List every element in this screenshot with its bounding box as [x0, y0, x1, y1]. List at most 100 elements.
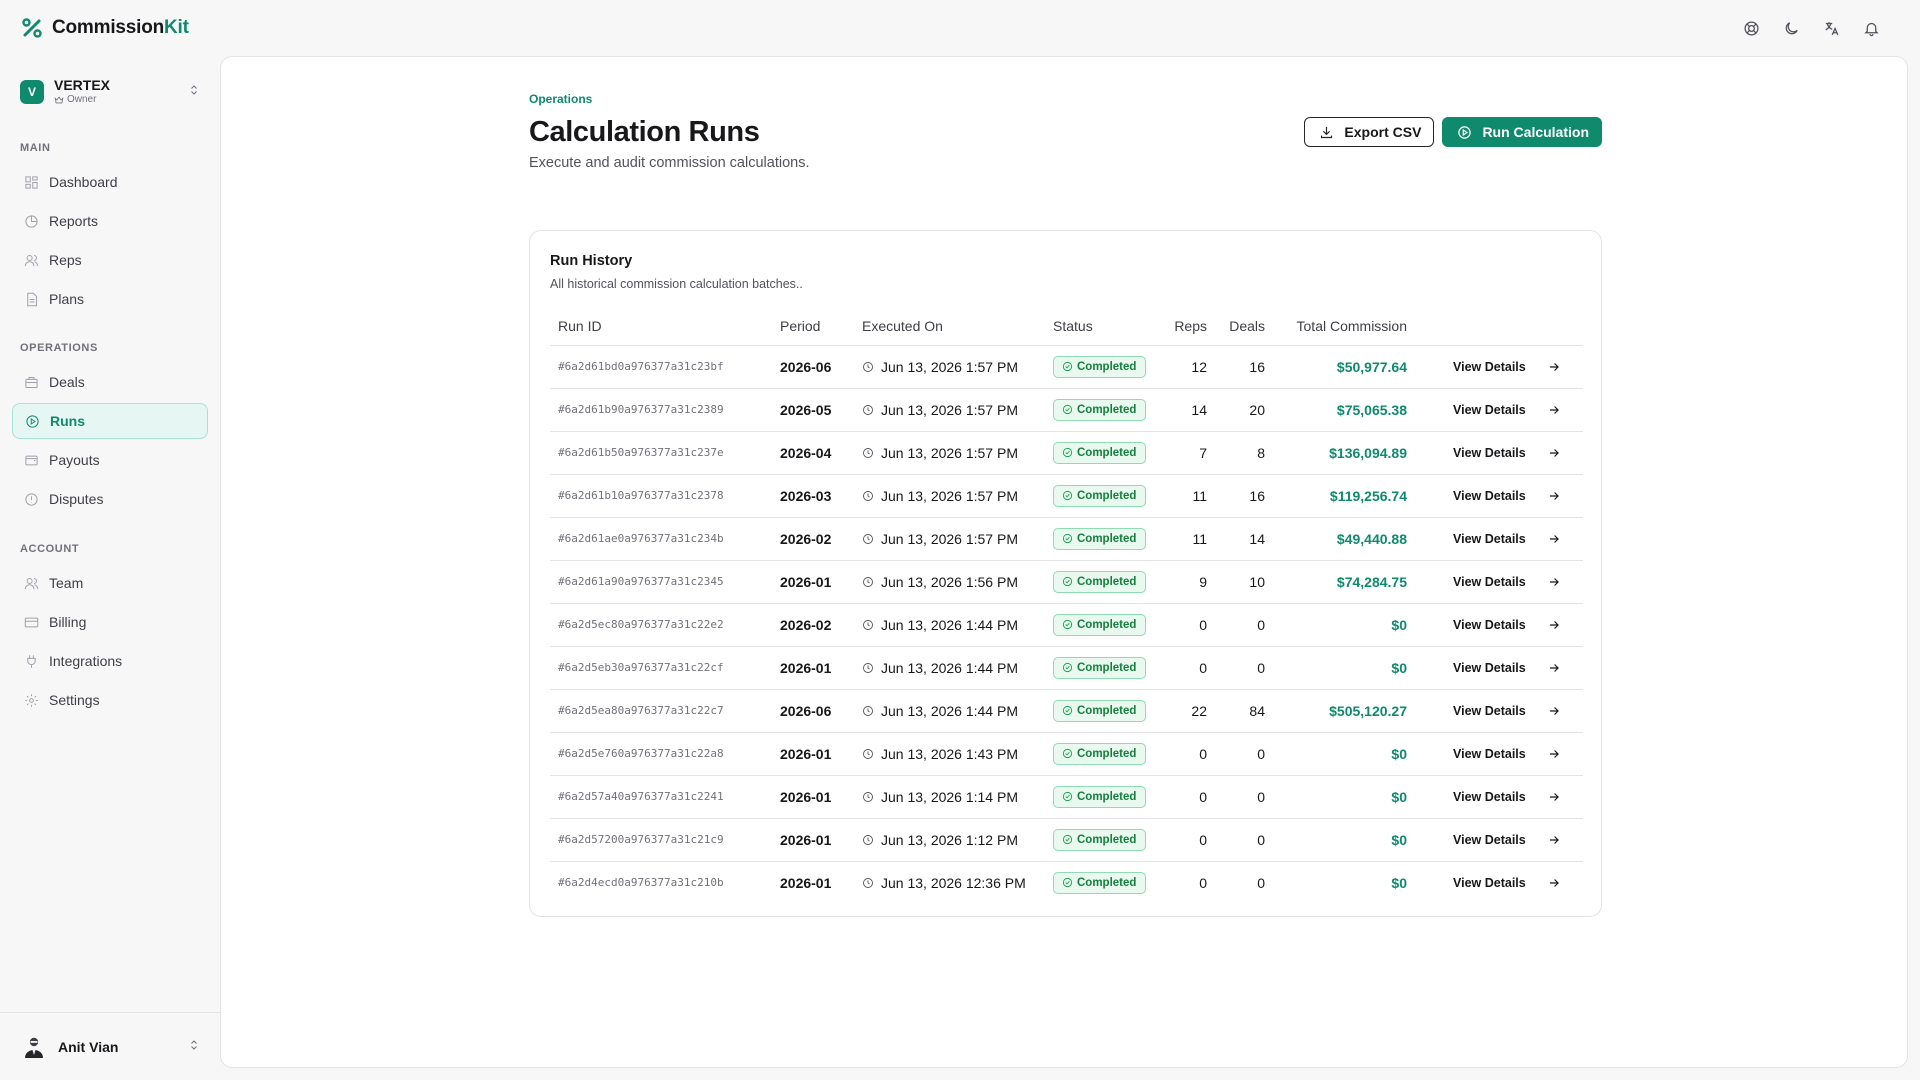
top-bar: CommissionKit [0, 0, 1920, 56]
reps-cell: 11 [1155, 474, 1215, 518]
status-cell: Completed [1045, 689, 1155, 733]
run-id-cell: #6a2d57a40a976377a31c2241 [550, 775, 772, 819]
sidebar-item-runs[interactable]: Runs [12, 403, 208, 439]
clock-icon [863, 447, 873, 458]
deals-cell: 20 [1215, 388, 1273, 432]
total-commission-cell: $119,256.74 [1273, 474, 1415, 518]
export-csv-button[interactable]: Export CSV [1304, 117, 1435, 147]
nav-section-main: MAIN Dashboard Reports Reps Plans [12, 138, 208, 320]
status-badge: Completed [1053, 570, 1147, 593]
view-details-link[interactable]: View Details [1423, 403, 1575, 417]
view-details-link[interactable]: View Details [1423, 833, 1575, 847]
table-row[interactable]: #6a2d4ecd0a976377a31c210b 2026-01 Jun 13, … [550, 861, 1583, 904]
total-commission-cell: $49,440.88 [1273, 517, 1415, 561]
view-details-link[interactable]: View Details [1423, 532, 1575, 546]
sidebar-item-team[interactable]: Team [12, 565, 208, 601]
table-row[interactable]: #6a2d61b50a976377a31c237e 2026-04 Jun 13, … [550, 431, 1583, 475]
sidebar-item-plans[interactable]: Plans [12, 281, 208, 317]
clock-icon [863, 490, 873, 501]
actions-cell: View Details [1415, 689, 1583, 733]
table-row[interactable]: #6a2d5ea80a976377a31c22c7 2026-06 Jun 13, … [550, 689, 1583, 733]
view-details-link[interactable]: View Details [1423, 790, 1575, 804]
nav-section-operations: OPERATIONS Deals Runs Payouts Disputes [12, 338, 208, 520]
view-details-link[interactable]: View Details [1423, 876, 1575, 890]
sidebar-item-deals[interactable]: Deals [12, 364, 208, 400]
view-details-link[interactable]: View Details [1423, 618, 1575, 632]
clock-icon [863, 361, 873, 372]
check-circle-icon [1062, 878, 1073, 888]
moon-icon[interactable] [1782, 19, 1800, 37]
sidebar-item-disputes[interactable]: Disputes [12, 481, 208, 517]
card-title: Run History [550, 253, 633, 269]
actions-cell: View Details [1415, 646, 1583, 690]
column-header-period[interactable]: Period [772, 307, 854, 346]
sidebar-item-payouts[interactable]: Payouts [12, 442, 208, 478]
arrow-right-icon [1549, 405, 1559, 414]
clock-icon [863, 877, 873, 888]
user-menu[interactable]: Anit Vian [0, 1012, 220, 1080]
executed-on-cell: Jun 13, 2026 1:56 PM [854, 560, 1045, 604]
table-row[interactable]: #6a2d57200a976377a31c21c9 2026-01 Jun 13, … [550, 818, 1583, 862]
sidebar-item-reports[interactable]: Reports [12, 203, 208, 239]
actions-cell: View Details [1415, 474, 1583, 518]
actions-cell: View Details [1415, 388, 1583, 432]
column-header-reps[interactable]: Reps [1155, 307, 1215, 346]
sidebar-item-dashboard[interactable]: Dashboard [12, 164, 208, 200]
column-header-executed-on[interactable]: Executed On [854, 307, 1045, 346]
sidebar-item-settings[interactable]: Settings [12, 682, 208, 718]
reps-cell: 9 [1155, 560, 1215, 604]
view-details-link[interactable]: View Details [1423, 704, 1575, 718]
org-name: VERTEX [54, 77, 111, 93]
column-header-run-id[interactable]: Run ID [550, 307, 772, 346]
deals-cell: 0 [1215, 732, 1273, 776]
run-id-cell: #6a2d57200a976377a31c21c9 [550, 818, 772, 862]
view-details-link[interactable]: View Details [1423, 575, 1575, 589]
breadcrumb[interactable]: Operations [529, 92, 593, 106]
period-cell: 2026-01 [772, 732, 854, 776]
translate-icon[interactable] [1822, 19, 1840, 37]
run-id-cell: #6a2d61b90a976377a31c2389 [550, 388, 772, 432]
table-row[interactable]: #6a2d5e760a976377a31c22a8 2026-01 Jun 13, … [550, 732, 1583, 776]
brand-logo[interactable]: CommissionKit [20, 16, 189, 40]
reports-icon [25, 214, 38, 228]
view-details-link[interactable]: View Details [1423, 360, 1575, 374]
actions-cell: View Details [1415, 345, 1583, 389]
check-circle-icon [1062, 791, 1073, 802]
status-cell: Completed [1045, 603, 1155, 647]
reps-cell: 22 [1155, 689, 1215, 733]
view-details-link[interactable]: View Details [1423, 661, 1575, 675]
view-details-link[interactable]: View Details [1423, 446, 1575, 460]
page-title: Calculation Runs [529, 116, 760, 148]
reps-cell: 7 [1155, 431, 1215, 475]
table-row[interactable]: #6a2d61bd0a976377a31c23bf 2026-06 Jun 13, … [550, 345, 1583, 389]
sidebar-item-billing[interactable]: Billing [12, 604, 208, 640]
column-header-deals[interactable]: Deals [1215, 307, 1273, 346]
status-badge: Completed [1053, 828, 1147, 851]
table-row[interactable]: #6a2d5eb30a976377a31c22cf 2026-01 Jun 13, … [550, 646, 1583, 690]
bell-icon[interactable] [1862, 19, 1880, 37]
status-cell: Completed [1045, 861, 1155, 904]
table-row[interactable]: #6a2d57a40a976377a31c2241 2026-01 Jun 13, … [550, 775, 1583, 819]
sidebar-item-integrations[interactable]: Integrations [12, 643, 208, 679]
table-row[interactable]: #6a2d5ec80a976377a31c22e2 2026-02 Jun 13, … [550, 603, 1583, 647]
period-cell: 2026-02 [772, 517, 854, 561]
view-details-link[interactable]: View Details [1423, 747, 1575, 761]
table-row[interactable]: #6a2d61a90a976377a31c2345 2026-01 Jun 13, … [550, 560, 1583, 604]
table-row[interactable]: #6a2d61b90a976377a31c2389 2026-05 Jun 13, … [550, 388, 1583, 432]
column-header-total-commission[interactable]: Total Commission [1273, 307, 1415, 346]
run-calculation-button[interactable]: Run Calculation [1442, 117, 1602, 147]
arrow-right-icon [1549, 491, 1559, 500]
reps-cell: 11 [1155, 517, 1215, 561]
table-row[interactable]: #6a2d61ae0a976377a31c234b 2026-02 Jun 13, … [550, 517, 1583, 561]
actions-cell: View Details [1415, 431, 1583, 475]
sidebar-item-reps[interactable]: Reps [12, 242, 208, 278]
check-circle-icon [1062, 748, 1073, 759]
column-header-status[interactable]: Status [1045, 307, 1155, 346]
status-cell: Completed [1045, 775, 1155, 819]
org-switcher[interactable]: V VERTEX Owner [20, 74, 200, 110]
total-commission-cell: $505,120.27 [1273, 689, 1415, 733]
view-details-link[interactable]: View Details [1423, 489, 1575, 503]
executed-on-cell: Jun 13, 2026 1:57 PM [854, 474, 1045, 518]
help-icon[interactable] [1742, 19, 1760, 37]
table-row[interactable]: #6a2d61b10a976377a31c2378 2026-03 Jun 13, … [550, 474, 1583, 518]
